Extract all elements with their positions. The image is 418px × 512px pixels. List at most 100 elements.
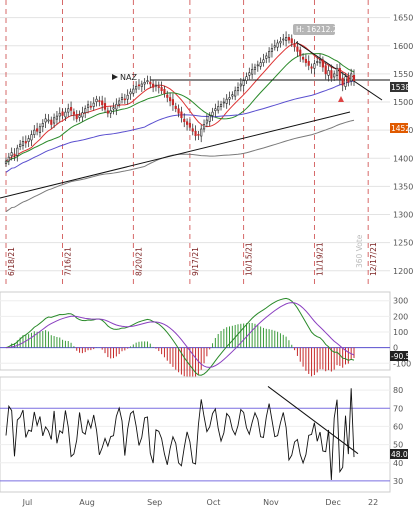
candle-body bbox=[318, 59, 322, 64]
ma-10-line bbox=[5, 43, 355, 162]
rsi-tick-label: 50 bbox=[393, 441, 403, 450]
candle-body bbox=[106, 110, 109, 114]
macd-histogram bbox=[8, 322, 355, 378]
candle-body bbox=[214, 108, 217, 112]
candle-body bbox=[64, 111, 67, 118]
candle-body bbox=[61, 111, 64, 116]
vertical-date-labels: 6/18/21 7/16/21 8/20/21 9/17/21 10/15/21 11/1… bbox=[7, 242, 378, 276]
candle-body bbox=[234, 90, 237, 97]
candle-body bbox=[132, 88, 135, 94]
candle-body bbox=[344, 76, 347, 87]
candle-body bbox=[118, 100, 121, 105]
rsi-value-text: 48.06 bbox=[391, 450, 413, 459]
candle-body bbox=[174, 105, 177, 110]
x-axis-label: Aug bbox=[79, 498, 95, 507]
date-label: 10/15/21 bbox=[245, 242, 254, 276]
last-price-text: 1538 bbox=[391, 83, 410, 92]
candle-body bbox=[285, 37, 288, 41]
candle-body bbox=[50, 119, 53, 125]
candle-body bbox=[146, 80, 149, 82]
candle-body bbox=[335, 67, 339, 76]
candle-body bbox=[19, 143, 22, 148]
candle-body bbox=[4, 160, 8, 164]
candle-body bbox=[177, 108, 180, 114]
support-badge-bg bbox=[390, 123, 408, 133]
candle-body bbox=[236, 87, 240, 92]
x-axis-label: 22 bbox=[368, 498, 378, 507]
candle-body bbox=[75, 114, 78, 120]
candle-body bbox=[347, 76, 350, 83]
candle-body bbox=[10, 152, 13, 157]
candle-body bbox=[239, 83, 242, 87]
candle-body bbox=[44, 118, 47, 123]
last-price-bg bbox=[390, 82, 408, 92]
price-tick-label: 1500 bbox=[393, 98, 413, 107]
price-tick-label: 1650 bbox=[393, 14, 413, 23]
candle-body bbox=[120, 97, 124, 100]
candle-body bbox=[200, 128, 203, 137]
rsi-pane-bg bbox=[0, 376, 391, 493]
price-tick-label: 1300 bbox=[393, 211, 413, 220]
candle-body bbox=[222, 101, 225, 104]
candle-body bbox=[86, 104, 90, 108]
candle-body bbox=[313, 63, 316, 69]
candle-body bbox=[149, 81, 152, 85]
candle-body bbox=[186, 121, 189, 125]
candle-body bbox=[47, 119, 50, 122]
candle-body bbox=[137, 84, 141, 87]
candle-body bbox=[251, 69, 254, 75]
candle-body bbox=[321, 59, 324, 68]
price-tick-label: 1250 bbox=[393, 239, 413, 248]
candle-body bbox=[169, 97, 172, 102]
candle-body bbox=[259, 62, 262, 67]
price-pane-bg bbox=[0, 0, 390, 285]
candle-body bbox=[92, 102, 95, 107]
candle-body bbox=[352, 74, 356, 81]
date-label: 9/17/21 bbox=[191, 247, 200, 276]
candle-body bbox=[112, 107, 115, 110]
candle-body bbox=[208, 115, 211, 122]
price-tick-label: 1200 bbox=[393, 267, 413, 276]
candle-body bbox=[245, 76, 248, 81]
high-annotation-text: H: 16212.23 bbox=[296, 25, 343, 34]
rsi-axis: 80 70 60 50 40 30 bbox=[393, 386, 403, 486]
rsi-trendline bbox=[267, 386, 359, 455]
candle-body bbox=[248, 72, 251, 76]
candle-body bbox=[282, 38, 285, 41]
x-axis-label: Jul bbox=[22, 498, 33, 507]
candle-body bbox=[38, 126, 42, 133]
date-label: 6/18/21 bbox=[7, 247, 16, 276]
candle-body bbox=[219, 103, 223, 107]
candle-body bbox=[36, 128, 39, 132]
price-axis: 1200125013001350140014501500155016001650 bbox=[393, 14, 413, 276]
candle-body bbox=[21, 141, 25, 146]
x-axis-label: Nov bbox=[263, 498, 279, 507]
macd-tick-label: 0 bbox=[393, 344, 398, 353]
price-tick-label: 1600 bbox=[393, 42, 413, 51]
candle-body bbox=[101, 100, 104, 106]
candle-body bbox=[197, 134, 200, 136]
candle-body bbox=[265, 55, 268, 59]
candle-body bbox=[350, 73, 353, 82]
candle-body bbox=[307, 60, 310, 66]
high-annotation-box bbox=[293, 24, 335, 35]
macd-tick-label: 300 bbox=[393, 297, 408, 306]
x-axis: Jul Aug Sep Oct Nov Dec 22 bbox=[22, 498, 379, 507]
candle-body bbox=[33, 129, 36, 135]
support-badge-text: 1452 bbox=[391, 124, 410, 133]
candle-body bbox=[143, 82, 146, 85]
candle-body bbox=[287, 37, 290, 41]
x-axis-label: Oct bbox=[207, 498, 221, 507]
candle-body bbox=[316, 61, 319, 63]
high-annotation: H: 16212.23 bbox=[293, 24, 343, 35]
last-price-badge: 1538 bbox=[390, 82, 410, 92]
candle-body bbox=[160, 87, 163, 92]
macd-tick-label: 200 bbox=[393, 312, 408, 321]
candle-body bbox=[41, 123, 44, 128]
candle-body bbox=[205, 119, 208, 124]
date-label: 11/19/21 bbox=[315, 242, 324, 276]
candle-body bbox=[84, 108, 87, 113]
candle-body bbox=[72, 111, 75, 115]
macd-tick-label: 100 bbox=[393, 328, 408, 337]
candle-body bbox=[109, 110, 112, 114]
